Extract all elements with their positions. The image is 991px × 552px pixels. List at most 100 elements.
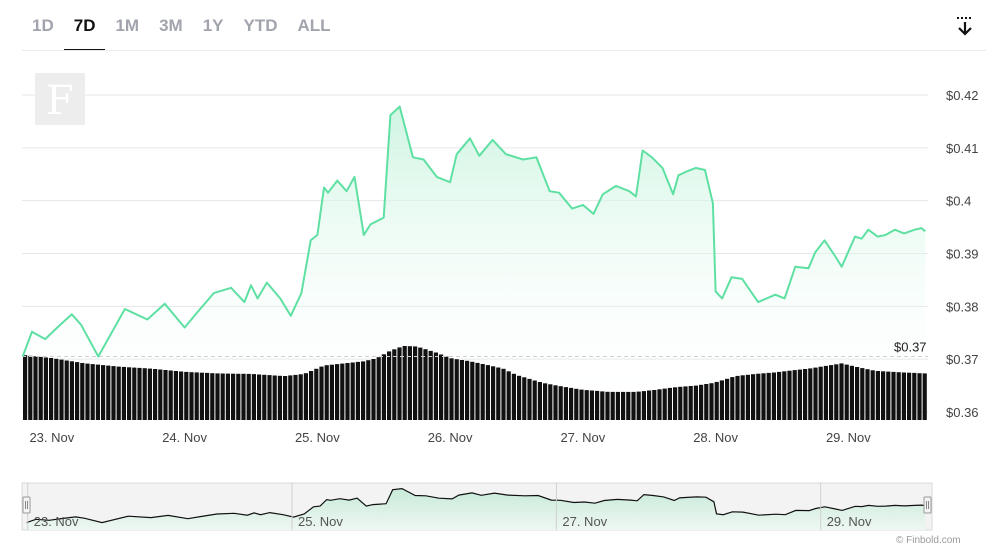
volume-bar [231, 373, 236, 420]
volume-bar [829, 365, 834, 420]
tab-1m[interactable]: 1M [115, 16, 140, 35]
volume-bar [860, 368, 865, 420]
volume-bar [522, 377, 527, 420]
volume-bar [59, 359, 64, 420]
volume-bar [387, 351, 392, 420]
y-axis-labels: $0.42 $0.41 $0.4 $0.39 $0.38 $0.37 $0.36 [946, 88, 979, 420]
volume-bar [771, 372, 776, 420]
volume-bar [751, 374, 756, 420]
volume-bar [314, 368, 319, 420]
volume-bar [480, 364, 485, 420]
navigator[interactable]: 23. Nov 25. Nov 27. Nov 29. Nov [21, 482, 933, 531]
volume-bar [366, 360, 371, 420]
x-tick-label: 29. Nov [826, 430, 871, 445]
volume-bar [834, 364, 839, 420]
x-tick-label: 23. Nov [29, 430, 74, 445]
volume-bar [43, 357, 48, 420]
volume-bar [589, 390, 594, 420]
price-line-layer: $0.37 [21, 105, 928, 358]
volume-bar [506, 371, 511, 420]
volume-bar [345, 363, 350, 420]
volume-bar [163, 370, 168, 420]
volume-bar [657, 389, 662, 420]
volume-bar [756, 373, 761, 420]
volume-bar [678, 386, 683, 420]
volume-bar [465, 360, 470, 420]
tab-3m[interactable]: 3M [159, 16, 183, 35]
volume-bar [49, 358, 54, 420]
volume-bar [335, 364, 340, 420]
volume-bar [574, 388, 579, 420]
price-area-fill [22, 106, 926, 412]
tab-1d[interactable]: 1D [32, 16, 54, 35]
volume-bar [127, 367, 132, 420]
volume-bar [319, 366, 324, 420]
volume-bar [563, 387, 568, 420]
volume-bar [418, 347, 423, 420]
volume-bar [777, 371, 782, 420]
volume-bar [673, 387, 678, 420]
volume-bar [605, 391, 610, 420]
volume-bar [652, 390, 657, 420]
volume-bar [761, 373, 766, 420]
volume-bar [303, 373, 308, 420]
volume-bar [116, 366, 121, 420]
volume-bar [324, 365, 329, 420]
volume-bar [179, 371, 184, 420]
volume-bar [80, 363, 85, 420]
volume-bar [870, 370, 875, 420]
tab-1y[interactable]: 1Y [202, 16, 224, 35]
volume-bar [693, 385, 698, 420]
volume-bar [626, 391, 631, 420]
volume-bar [537, 382, 542, 420]
volume-bar [225, 373, 230, 420]
volume-bar [740, 375, 745, 420]
volume-bar [423, 349, 428, 420]
volume-bar [257, 374, 262, 420]
volume-bar [173, 371, 178, 420]
logo-letter: F [46, 78, 74, 124]
volume-bar [168, 370, 173, 420]
volume-bar [849, 365, 854, 420]
navigator-handle-left[interactable] [22, 496, 31, 514]
download-button[interactable] [952, 14, 978, 40]
volume-bar [262, 374, 267, 420]
volume-bar [719, 380, 724, 420]
volume-bar [392, 349, 397, 420]
volume-bar [283, 376, 288, 420]
volume-bar [101, 365, 106, 420]
y-tick-label: $0.41 [946, 141, 979, 156]
navigator-tick-label: 25. Nov [298, 514, 343, 529]
price-area [22, 106, 926, 412]
x-tick-label: 24. Nov [162, 430, 207, 445]
volume-bar [272, 375, 277, 420]
volume-bar [558, 386, 563, 420]
volume-bar [662, 388, 667, 420]
volume-bar [199, 372, 204, 420]
volume-bar [69, 361, 74, 420]
volume-bar [28, 355, 33, 420]
y-tick-label: $0.42 [946, 88, 979, 103]
volume-bar [631, 391, 636, 420]
volume-bar [865, 369, 870, 420]
volume-bar [527, 378, 532, 420]
navigator-area [26, 488, 926, 530]
volume-bar [241, 373, 246, 420]
volume-bar [823, 365, 828, 420]
navigator-handle-right[interactable] [923, 496, 932, 514]
volume-bar [615, 391, 620, 420]
volume-bar [64, 360, 69, 420]
volume-bar [891, 371, 896, 420]
tab-all[interactable]: ALL [297, 16, 331, 35]
volume-bar [137, 367, 142, 420]
volume-bar [844, 364, 849, 420]
tab-ytd[interactable]: YTD [243, 16, 278, 35]
volume-bar [548, 384, 553, 420]
volume-bar [818, 366, 823, 420]
volume-bar [881, 371, 886, 420]
volume-bar [886, 371, 891, 420]
volume-bar [855, 367, 860, 420]
volume-bar [361, 361, 366, 420]
volume-bar [688, 386, 693, 420]
volume-bar [595, 390, 600, 420]
